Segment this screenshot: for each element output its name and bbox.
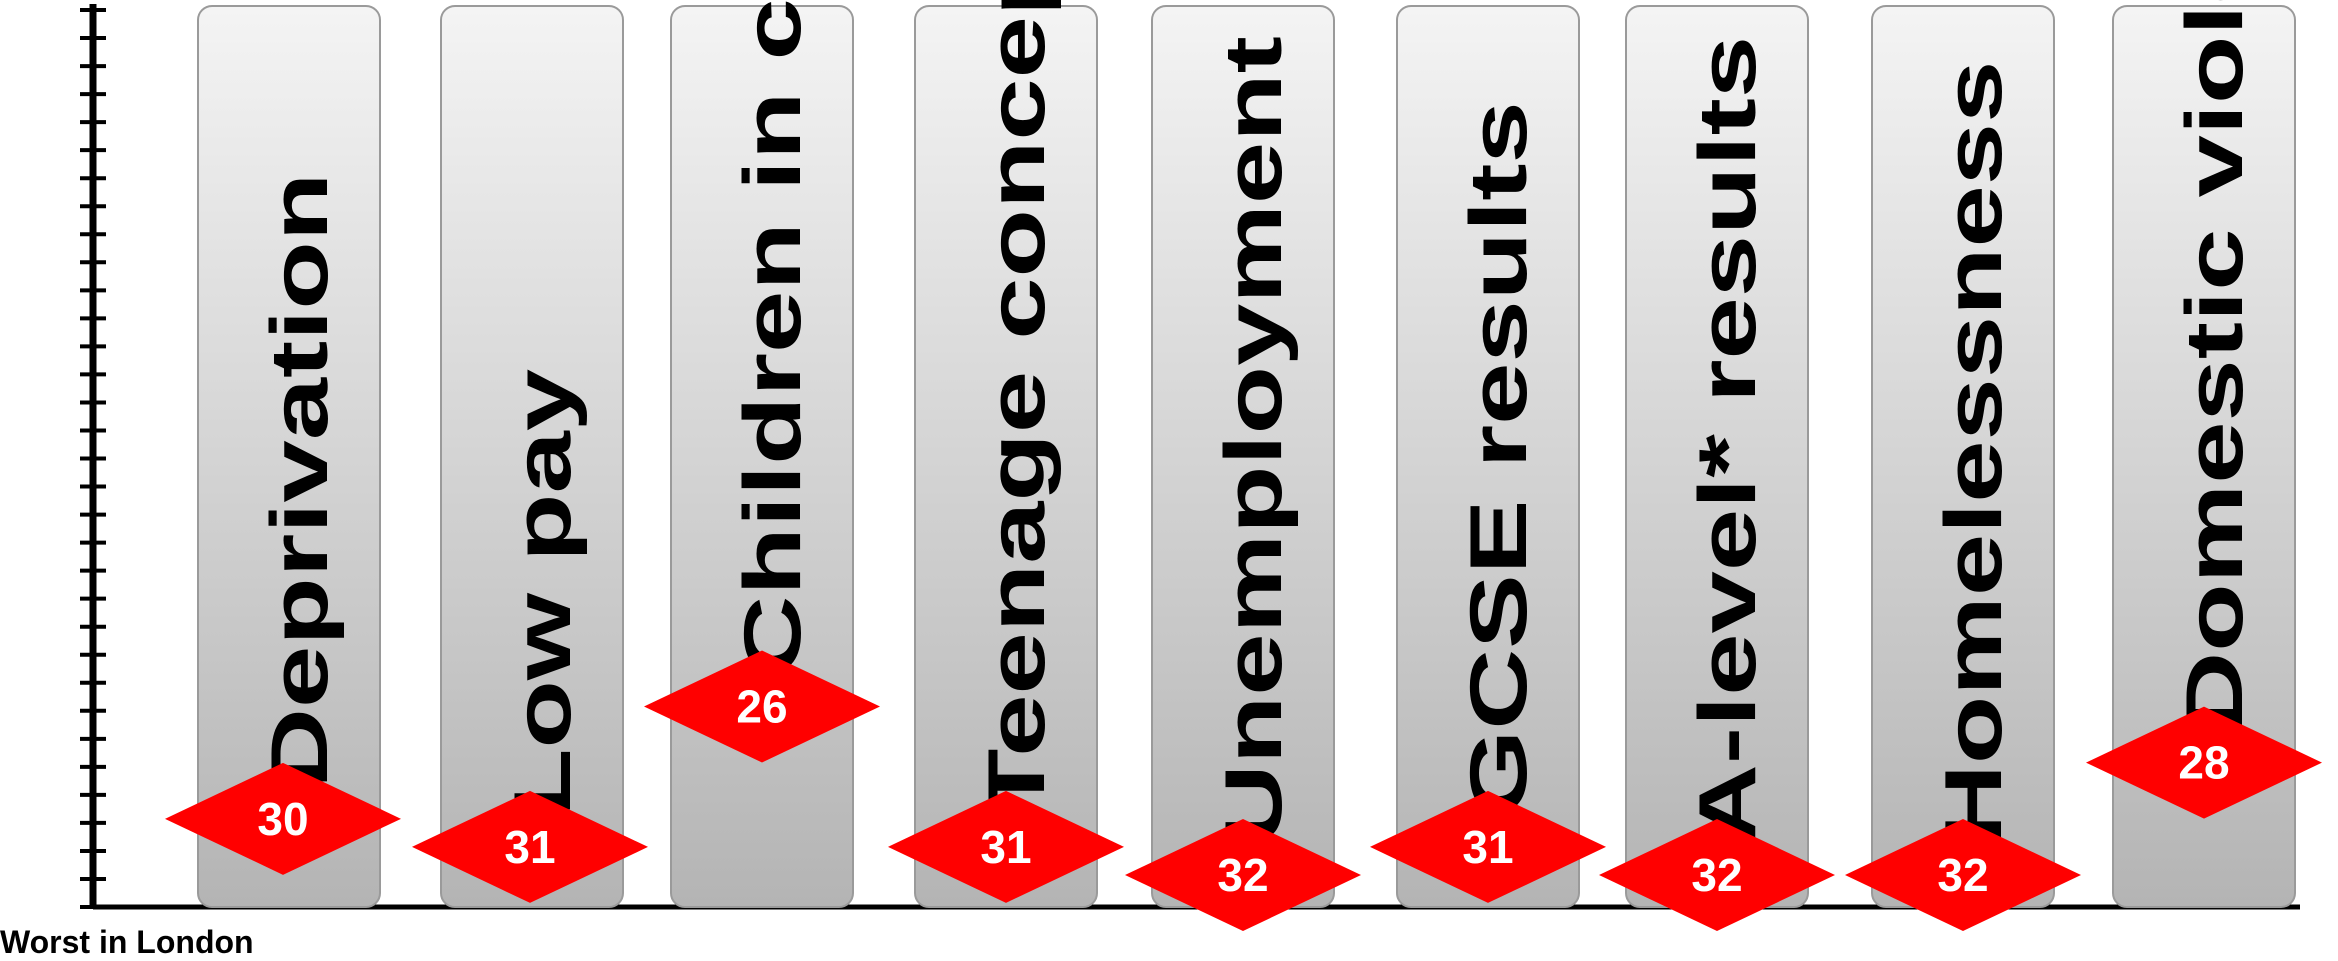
bar-deprivation — [197, 5, 381, 908]
category-label: Children in care — [727, 0, 817, 676]
bars: Deprivation Low pay Children in care Teenag… — [197, 0, 2296, 908]
rank-value-label: 32 — [1691, 849, 1742, 901]
rank-marker — [888, 790, 1124, 903]
rank-value-label: 28 — [2178, 737, 2229, 789]
rank-marker — [1370, 790, 1606, 903]
rank-value-label: 31 — [1462, 821, 1513, 873]
category-label: Teenage conceptions — [971, 0, 1061, 817]
category-label: Low pay — [497, 369, 587, 817]
rank-value-label: 31 — [504, 821, 555, 873]
bar-gcse-results — [1396, 5, 1580, 908]
rank-marker — [412, 790, 648, 903]
category-label: Domestic violence — [2169, 0, 2259, 733]
category-label: A-level* results — [1682, 36, 1772, 845]
category-label: GCSE results — [1453, 101, 1543, 817]
rank-marker — [1599, 819, 1835, 931]
rank-value-label: 30 — [257, 793, 308, 845]
rank-marker — [1125, 819, 1361, 931]
bar-low-pay — [440, 5, 624, 908]
category-label: Unemployment — [1208, 36, 1298, 845]
axis-note-worst-in-london: Worst in London — [0, 924, 254, 960]
rank-marker — [1845, 819, 2081, 931]
rank-marker — [644, 650, 880, 763]
rank-marker — [165, 762, 401, 875]
rank-value-label: 32 — [1217, 849, 1268, 901]
rank-marker — [2086, 706, 2322, 819]
category-label: Homelessness — [1928, 61, 2018, 845]
bar-domestic-violence — [2112, 5, 2296, 908]
bar-teenage-conceptions — [914, 5, 1098, 908]
rank-markers: 30 31 26 31 32 31 32 32 28 — [165, 650, 2322, 931]
rank-value-label: 31 — [980, 821, 1031, 873]
category-label: Deprivation — [254, 173, 344, 789]
rank-value-label: 32 — [1937, 849, 1988, 901]
rank-value-label: 26 — [736, 680, 787, 732]
